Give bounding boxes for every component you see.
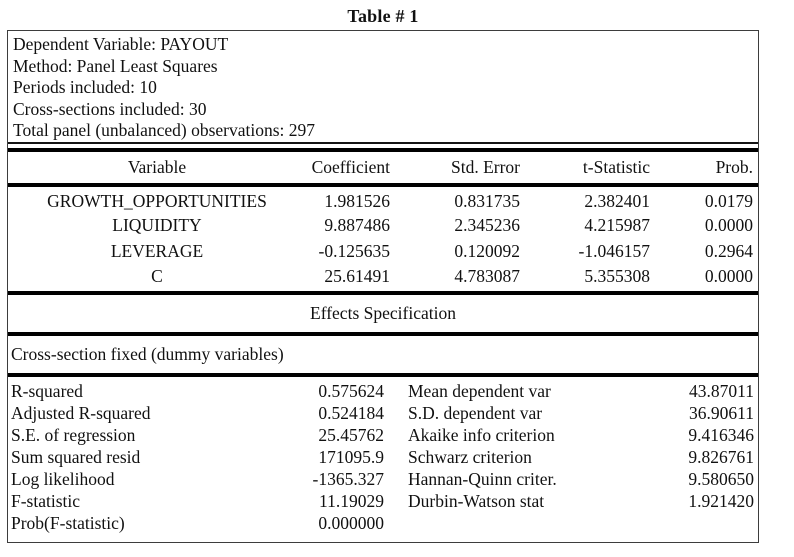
cell-t-statistic: 2.382401	[584, 191, 650, 211]
table-row: LEVERAGE -0.125635 0.120092 -1.046157 0.…	[8, 239, 757, 265]
cell-prob: 0.0000	[704, 215, 753, 235]
stat-label: F-statistic	[11, 491, 81, 511]
info-line-cross-sections: Cross-sections included: 30	[13, 98, 207, 119]
stat-value: 9.580650	[688, 469, 754, 489]
list-item: S.E. of regression 25.45762 Akaike info …	[8, 425, 757, 447]
separator-thick-above-effects	[8, 290, 758, 295]
stat-spacer	[386, 381, 408, 403]
effects-specification-note: Cross-section fixed (dummy variables)	[11, 343, 284, 364]
summary-statistics-body: R-squared 0.575624 Mean dependent var 43…	[8, 381, 757, 535]
stat-value: 43.87011	[689, 381, 754, 401]
separator-thick-below-effects-title	[8, 331, 758, 336]
effects-specification-title: Effects Specification	[310, 302, 456, 323]
cell-variable: C	[151, 266, 163, 286]
table-row: C 25.61491 4.783087 5.355308 0.0000	[8, 265, 757, 291]
stat-label: S.D. dependent var	[408, 403, 543, 423]
stat-value: 25.45762	[318, 425, 384, 445]
stat-label: Durbin-Watson stat	[408, 491, 545, 511]
stat-label: Akaike info criterion	[408, 425, 555, 445]
stat-value: -1365.327	[312, 469, 384, 489]
estimation-info-block: Dependent Variable: PAYOUT Method: Panel…	[8, 31, 758, 142]
stat-value: 0.575624	[318, 381, 384, 401]
cell-coefficient: 1.981526	[324, 191, 390, 211]
cell-t-statistic: 4.215987	[584, 215, 650, 235]
cell-coefficient: -0.125635	[318, 241, 390, 261]
stat-label: Prob(F-statistic)	[11, 513, 125, 533]
list-item: F-statistic 11.19029 Durbin-Watson stat …	[8, 491, 757, 513]
info-line-observations: Total panel (unbalanced) observations: 2…	[13, 120, 316, 140]
cell-variable: GROWTH_OPPORTUNITIES	[47, 191, 267, 211]
cell-std-error: 4.783087	[454, 266, 520, 286]
table-row: GROWTH_OPPORTUNITIES 1.981526 0.831735 2…	[8, 187, 757, 213]
col-header-coefficient: Coefficient	[311, 156, 390, 177]
separator-thick-above-stats	[8, 372, 758, 377]
col-header-t-statistic: t-Statistic	[582, 156, 650, 177]
stat-value: 0.524184	[318, 403, 384, 423]
list-item: Log likelihood -1365.327 Hannan-Quinn cr…	[8, 469, 757, 491]
separator-thick-above-header	[8, 147, 758, 152]
col-header-variable: Variable	[127, 156, 187, 177]
cell-prob: 0.2964	[704, 241, 753, 261]
stat-value: 9.826761	[688, 447, 754, 467]
list-item: Prob(F-statistic) 0.000000	[8, 513, 757, 535]
cell-std-error: 2.345236	[454, 215, 520, 235]
col-header-prob: Prob.	[715, 156, 753, 177]
stat-label: Sum squared resid	[11, 447, 141, 467]
col-header-std-error: Std. Error	[450, 156, 520, 177]
stat-spacer	[386, 469, 408, 491]
stat-label: Mean dependent var	[408, 381, 551, 401]
stat-label: S.E. of regression	[11, 425, 136, 445]
stat-label: Hannan-Quinn criter.	[408, 469, 557, 489]
stat-value: 0.000000	[318, 513, 384, 533]
stat-spacer	[386, 513, 408, 535]
info-line-dependent-variable: Dependent Variable: PAYOUT	[13, 34, 229, 54]
info-line-periods: Periods included: 10	[13, 77, 157, 97]
stat-value: 1.921420	[688, 491, 754, 511]
cell-coefficient: 9.887486	[324, 215, 390, 235]
stat-value: 171095.9	[318, 447, 384, 467]
stat-spacer	[386, 447, 408, 469]
cell-t-statistic: -1.046157	[578, 241, 650, 261]
table-border-box: Dependent Variable: PAYOUT Method: Panel…	[7, 30, 759, 543]
table-title: Table # 1	[347, 6, 419, 26]
stat-label: Adjusted R-squared	[11, 403, 151, 423]
cell-coefficient: 25.61491	[324, 266, 390, 286]
cell-std-error: 0.120092	[454, 241, 520, 261]
cell-std-error: 0.831735	[454, 191, 520, 211]
cell-variable: LIQUIDITY	[112, 215, 202, 235]
separator-thin-top	[8, 141, 758, 144]
stat-spacer	[386, 425, 408, 447]
list-item: R-squared 0.575624 Mean dependent var 43…	[8, 381, 757, 403]
stat-value: 36.90611	[689, 403, 754, 423]
stat-label: Log likelihood	[11, 469, 115, 489]
stat-label: R-squared	[11, 381, 83, 401]
separator-gap	[8, 143, 758, 148]
coefficients-table-body-wrap: GROWTH_OPPORTUNITIES 1.981526 0.831735 2…	[8, 187, 757, 291]
stat-label-empty	[408, 513, 620, 535]
cell-t-statistic: 5.355308	[584, 266, 650, 286]
separator-thick-below-header	[8, 182, 758, 187]
stat-spacer	[386, 403, 408, 425]
coefficients-table-header: Variable Coefficient Std. Error t-Statis…	[8, 152, 757, 183]
regression-output-table: Table # 1 Dependent Variable: PAYOUT Met…	[7, 5, 759, 543]
list-item: Adjusted R-squared 0.524184 S.D. depende…	[8, 403, 757, 425]
coefficients-table-body: GROWTH_OPPORTUNITIES 1.981526 0.831735 2…	[8, 187, 757, 291]
list-item: Sum squared resid 171095.9 Schwarz crite…	[8, 447, 757, 469]
stat-value: 11.19029	[319, 491, 384, 511]
stat-spacer	[386, 491, 408, 513]
cell-variable: LEVERAGE	[110, 241, 204, 261]
stat-value: 9.416346	[688, 425, 754, 445]
stat-label: Schwarz criterion	[408, 447, 532, 467]
table-row: LIQUIDITY 9.887486 2.345236 4.215987 0.0…	[8, 213, 757, 239]
cell-prob: 0.0179	[704, 191, 753, 211]
summary-statistics-table: R-squared 0.575624 Mean dependent var 43…	[8, 381, 757, 535]
cell-prob: 0.0000	[704, 266, 753, 286]
coefficients-header-row: Variable Coefficient Std. Error t-Statis…	[8, 152, 757, 183]
coefficients-table: Variable Coefficient Std. Error t-Statis…	[8, 152, 757, 183]
info-line-method: Method: Panel Least Squares	[13, 55, 218, 76]
stat-value-empty	[620, 513, 757, 535]
